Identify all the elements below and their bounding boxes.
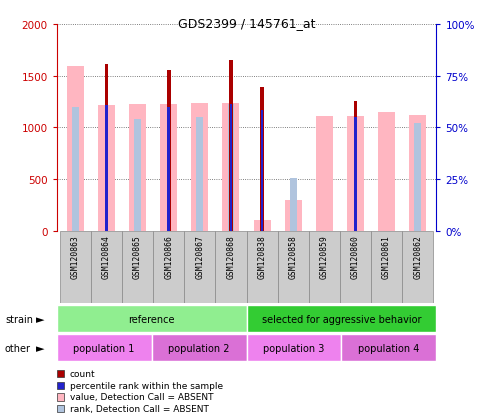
Text: ►: ► — [36, 314, 44, 324]
Text: value, Detection Call = ABSENT: value, Detection Call = ABSENT — [70, 392, 213, 401]
Text: other: other — [5, 343, 31, 353]
Bar — [67, 67, 84, 231]
Bar — [167, 71, 171, 231]
FancyBboxPatch shape — [246, 306, 436, 332]
FancyBboxPatch shape — [184, 231, 215, 304]
Text: GSM120867: GSM120867 — [195, 235, 204, 279]
Text: ►: ► — [36, 343, 44, 353]
Text: GSM120864: GSM120864 — [102, 235, 111, 279]
Text: reference: reference — [128, 314, 175, 324]
Text: GSM120858: GSM120858 — [289, 235, 298, 279]
Bar — [284, 200, 302, 231]
FancyBboxPatch shape — [278, 231, 309, 304]
Bar — [409, 116, 426, 231]
Text: GSM120865: GSM120865 — [133, 235, 142, 279]
FancyBboxPatch shape — [152, 335, 246, 361]
Bar — [129, 104, 146, 231]
Bar — [261, 111, 263, 231]
Bar — [414, 124, 421, 231]
Bar — [134, 120, 141, 231]
Text: selected for aggressive behavior: selected for aggressive behavior — [262, 314, 421, 324]
Text: population 1: population 1 — [73, 343, 135, 353]
Text: percentile rank within the sample: percentile rank within the sample — [70, 381, 223, 390]
Text: GSM120838: GSM120838 — [257, 235, 267, 279]
Bar — [160, 104, 177, 231]
FancyBboxPatch shape — [122, 231, 153, 304]
Bar — [316, 116, 333, 231]
FancyBboxPatch shape — [57, 306, 246, 332]
FancyBboxPatch shape — [309, 231, 340, 304]
FancyBboxPatch shape — [340, 231, 371, 304]
Bar — [228, 104, 234, 231]
Bar — [347, 116, 364, 231]
FancyBboxPatch shape — [246, 335, 341, 361]
Bar — [105, 105, 108, 231]
Text: population 2: population 2 — [168, 343, 230, 353]
Text: GSM120860: GSM120860 — [351, 235, 360, 279]
Text: population 3: population 3 — [263, 343, 324, 353]
Text: GSM120863: GSM120863 — [71, 235, 80, 279]
Bar — [260, 88, 264, 231]
Text: rank, Detection Call = ABSENT: rank, Detection Call = ABSENT — [70, 404, 209, 413]
Text: GSM120868: GSM120868 — [226, 235, 236, 279]
Bar — [354, 118, 356, 231]
Bar — [72, 107, 79, 231]
FancyBboxPatch shape — [341, 335, 436, 361]
FancyBboxPatch shape — [402, 231, 433, 304]
FancyBboxPatch shape — [91, 231, 122, 304]
Bar — [353, 102, 357, 231]
Bar — [253, 221, 271, 231]
Bar — [222, 103, 240, 231]
Bar — [378, 113, 395, 231]
Bar — [191, 103, 209, 231]
Bar — [290, 179, 297, 231]
FancyBboxPatch shape — [57, 335, 152, 361]
FancyBboxPatch shape — [215, 231, 246, 304]
Text: GSM120861: GSM120861 — [382, 235, 391, 279]
Bar — [168, 107, 170, 231]
Bar — [98, 105, 115, 231]
Text: count: count — [70, 369, 95, 378]
FancyBboxPatch shape — [246, 231, 278, 304]
Bar — [196, 118, 203, 231]
Text: GSM120862: GSM120862 — [413, 235, 422, 279]
Bar — [229, 61, 233, 231]
Text: GDS2399 / 145761_at: GDS2399 / 145761_at — [178, 17, 315, 29]
Text: population 4: population 4 — [358, 343, 420, 353]
Bar — [230, 104, 232, 231]
Text: GSM120859: GSM120859 — [320, 235, 329, 279]
FancyBboxPatch shape — [371, 231, 402, 304]
FancyBboxPatch shape — [153, 231, 184, 304]
Bar — [105, 65, 108, 231]
FancyBboxPatch shape — [60, 231, 91, 304]
Text: strain: strain — [5, 314, 33, 324]
Text: GSM120866: GSM120866 — [164, 235, 173, 279]
